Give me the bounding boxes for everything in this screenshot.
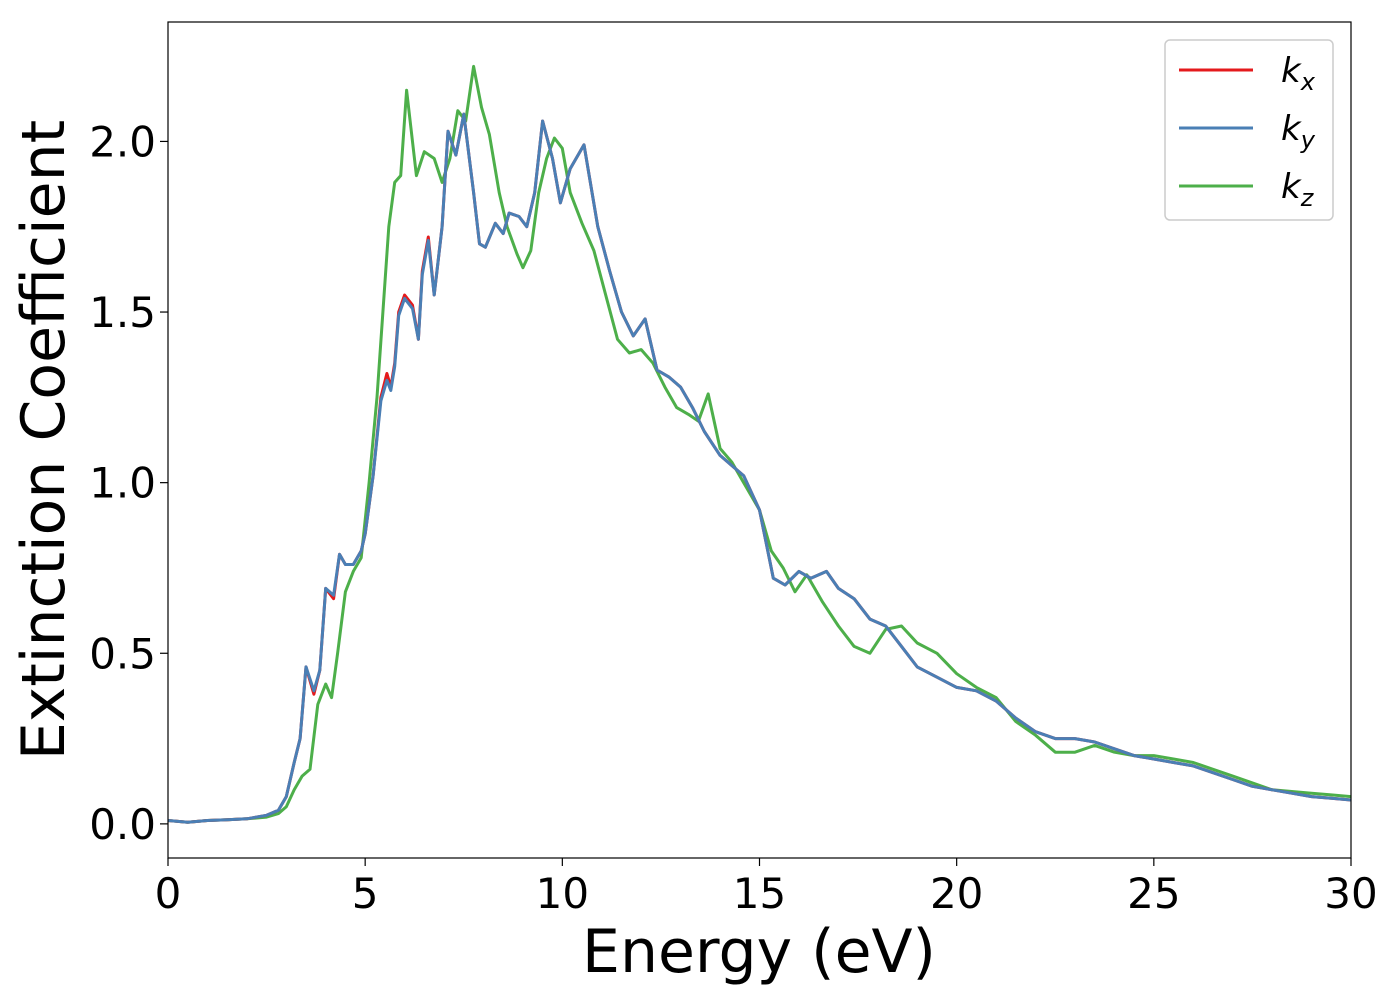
x-tick-label: 25 (1127, 869, 1180, 918)
legend-label: kx (1281, 51, 1316, 96)
y-tick-label: 0.0 (89, 800, 156, 849)
x-tick-label: 5 (352, 869, 379, 918)
legend-label: ky (1281, 109, 1316, 154)
x-tick-label: 20 (930, 869, 983, 918)
x-axis-ticks: 0 5 10 15 20 25 30 (155, 858, 1378, 918)
x-tick-label: 10 (536, 869, 589, 918)
series-line-z (168, 64, 1351, 824)
y-tick-label: 1.5 (89, 288, 156, 337)
y-tick-label: 1.0 (89, 459, 156, 508)
legend-box (1164, 39, 1334, 221)
x-tick-label: 0 (155, 869, 182, 918)
y-tick-label: 0.5 (89, 629, 156, 678)
x-axis-title: Energy (eV) (582, 917, 936, 987)
series-line-y (168, 112, 1351, 824)
legend-item-x: kx (1179, 51, 1316, 96)
legend-item-y: ky (1179, 109, 1316, 154)
x-tick-label: 15 (733, 869, 786, 918)
x-tick-label: 30 (1324, 869, 1377, 918)
y-tick-label: 2.0 (89, 117, 156, 166)
y-axis-ticks: 0.0 0.5 1.0 1.5 2.0 (89, 117, 168, 849)
y-axis-title: Extinction Coefficient (9, 120, 79, 760)
